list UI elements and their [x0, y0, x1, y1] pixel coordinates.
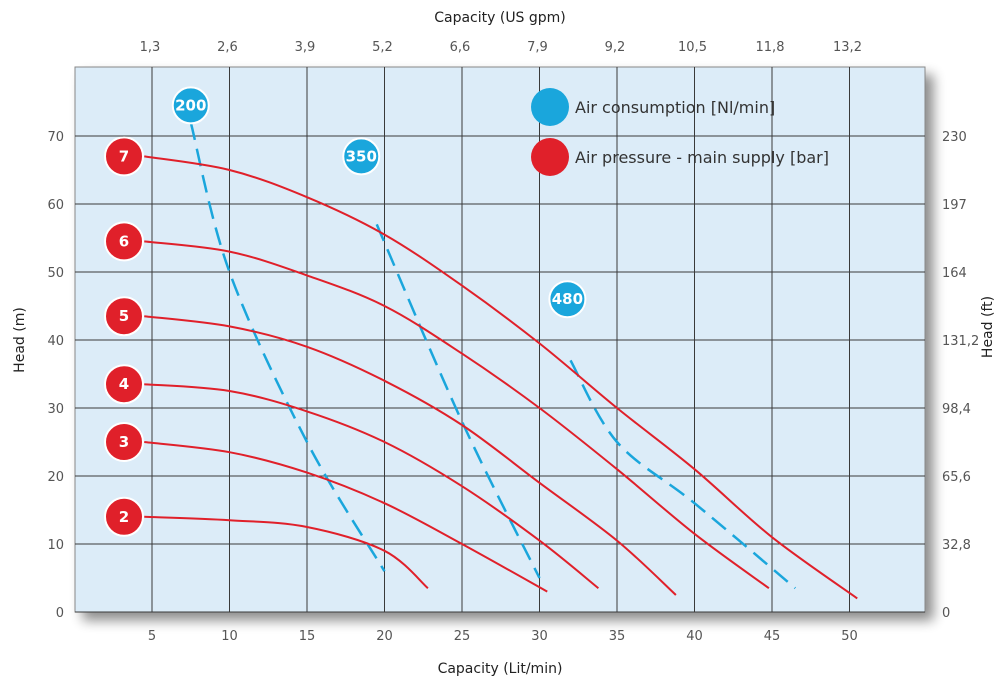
y-axis-ticks: 0 10 20 30 40 50 60 70	[47, 130, 64, 621]
air-badge-350	[342, 137, 381, 176]
legend: Air consumption [Nl/min] Air pressure - …	[531, 88, 829, 176]
air-line-200	[189, 122, 386, 572]
x-tick-label: 45	[764, 629, 781, 644]
series-badges: 7 6 5 4 3 2 200 350 480	[104, 86, 587, 537]
x2-tick-label: 11,8	[756, 40, 785, 55]
pressure-curve-2	[144, 515, 429, 589]
y-axis-title: Head (m)	[12, 307, 28, 373]
x2-tick-label: 9,2	[605, 40, 626, 55]
x-tick-label: 30	[531, 629, 548, 644]
y2-tick-label: 32,8	[942, 538, 971, 553]
x2-axis-ticks: 1,3 2,6 3,9 5,2 6,6 7,9 9,2 10,5 11,8 13,2	[140, 40, 862, 55]
pressure-curve-6	[144, 240, 770, 590]
x2-tick-label: 1,3	[140, 40, 161, 55]
y-tick-label: 40	[47, 334, 64, 349]
x-tick-label: 10	[221, 629, 238, 644]
x-axis-ticks: 5 10 15 20 25 30 35 40 45 50	[148, 629, 858, 644]
pressure-badge-6	[104, 221, 144, 262]
x2-tick-label: 3,9	[295, 40, 316, 55]
y2-tick-label: 197	[942, 198, 967, 213]
y-tick-label: 70	[47, 130, 64, 145]
y-tick-label: 50	[47, 266, 64, 281]
pressure-curve-7	[144, 155, 858, 600]
y-tick-label: 10	[47, 538, 64, 553]
x-tick-label: 20	[376, 629, 393, 644]
pressure-badge-4	[104, 364, 144, 405]
pressure-curves	[144, 155, 858, 600]
grid-lines	[75, 67, 925, 613]
pressure-badge-label: 4	[119, 375, 129, 393]
x2-tick-label: 6,6	[450, 40, 471, 55]
air-badge-label: 480	[552, 290, 583, 308]
pressure-curve-3	[144, 441, 548, 593]
x-axis-title: Capacity (Lit/min)	[438, 661, 563, 677]
x2-tick-label: 13,2	[833, 40, 862, 55]
pressure-curve-4	[144, 383, 600, 589]
y2-tick-label: 0	[942, 606, 950, 621]
y2-tick-label: 98,4	[942, 402, 971, 417]
legend-air-label: Air consumption [Nl/min]	[575, 98, 775, 117]
legend-air-marker	[531, 88, 569, 126]
x-tick-label: 5	[148, 629, 156, 644]
x-tick-label: 50	[841, 629, 858, 644]
y-tick-label: 20	[47, 470, 64, 485]
pressure-badge-label: 5	[119, 307, 129, 325]
pressure-badge-label: 3	[119, 433, 129, 451]
legend-pressure-marker	[531, 138, 569, 176]
x2-tick-label: 7,9	[527, 40, 548, 55]
pressure-curve-5	[144, 315, 677, 596]
pressure-badge-7	[104, 136, 144, 177]
x-tick-label: 15	[299, 629, 316, 644]
pressure-badge-label: 2	[119, 508, 129, 526]
air-badge-480	[548, 280, 587, 319]
legend-pressure-label: Air pressure - main supply [bar]	[575, 148, 829, 167]
y2-tick-label: 65,6	[942, 470, 971, 485]
y2-tick-label: 131,2	[942, 334, 979, 349]
pressure-badge-2	[104, 496, 144, 537]
air-badge-label: 350	[346, 147, 377, 165]
y-tick-label: 0	[56, 606, 64, 621]
x-tick-label: 40	[686, 629, 703, 644]
x2-tick-label: 10,5	[678, 40, 707, 55]
y2-axis-ticks: 0 32,8 65,6 98,4 131,2 164 197 230	[942, 130, 979, 621]
x2-axis-title: Capacity (US gpm)	[434, 10, 566, 26]
pressure-badge-3	[104, 422, 144, 462]
air-consumption-lines	[189, 122, 797, 590]
y-tick-label: 60	[47, 198, 64, 213]
y2-axis-title: Head (ft)	[980, 296, 996, 358]
pressure-badge-5	[104, 296, 144, 337]
pressure-badge-label: 7	[119, 147, 129, 165]
y2-tick-label: 164	[942, 266, 967, 281]
x-tick-label: 25	[454, 629, 471, 644]
air-badge-200	[171, 86, 210, 125]
x-tick-label: 35	[609, 629, 626, 644]
y-tick-label: 30	[47, 402, 64, 417]
x2-tick-label: 2,6	[217, 40, 238, 55]
y2-tick-label: 230	[942, 130, 967, 145]
air-line-480	[569, 359, 797, 590]
x2-tick-label: 5,2	[372, 40, 393, 55]
pressure-badge-label: 6	[119, 232, 129, 250]
air-badge-label: 200	[175, 96, 206, 114]
